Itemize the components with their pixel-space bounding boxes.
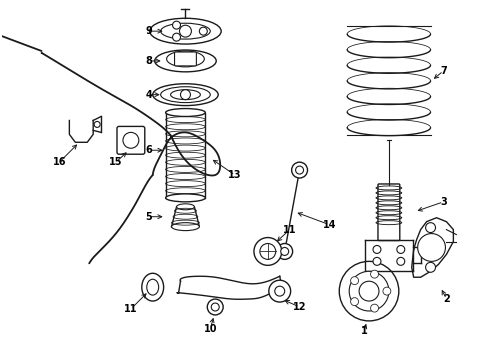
FancyBboxPatch shape bbox=[117, 126, 145, 154]
Text: 6: 6 bbox=[146, 145, 152, 155]
Circle shape bbox=[370, 304, 378, 312]
Ellipse shape bbox=[254, 238, 282, 265]
Ellipse shape bbox=[166, 194, 205, 202]
Circle shape bbox=[179, 25, 192, 37]
Circle shape bbox=[351, 277, 359, 285]
Circle shape bbox=[269, 280, 291, 302]
Ellipse shape bbox=[161, 87, 210, 103]
Ellipse shape bbox=[147, 279, 159, 295]
Circle shape bbox=[351, 298, 359, 306]
Ellipse shape bbox=[176, 204, 195, 210]
Circle shape bbox=[397, 246, 405, 253]
Ellipse shape bbox=[150, 18, 221, 44]
Circle shape bbox=[370, 270, 378, 278]
Circle shape bbox=[94, 121, 100, 127]
Ellipse shape bbox=[171, 90, 200, 100]
Text: 3: 3 bbox=[440, 197, 447, 207]
Ellipse shape bbox=[166, 109, 205, 117]
Circle shape bbox=[275, 286, 285, 296]
Text: 5: 5 bbox=[146, 212, 152, 222]
Circle shape bbox=[207, 299, 223, 315]
Circle shape bbox=[292, 162, 308, 178]
Text: 4: 4 bbox=[146, 90, 152, 100]
Text: 11: 11 bbox=[124, 304, 138, 314]
Circle shape bbox=[383, 287, 391, 295]
Ellipse shape bbox=[167, 51, 204, 67]
Text: 9: 9 bbox=[146, 26, 152, 36]
Circle shape bbox=[373, 257, 381, 265]
Ellipse shape bbox=[161, 23, 210, 39]
Ellipse shape bbox=[153, 84, 218, 105]
Text: 13: 13 bbox=[228, 170, 242, 180]
Text: 8: 8 bbox=[146, 56, 152, 66]
Ellipse shape bbox=[142, 273, 164, 301]
Text: 16: 16 bbox=[53, 157, 66, 167]
Circle shape bbox=[426, 262, 436, 272]
Circle shape bbox=[359, 281, 379, 301]
Circle shape bbox=[373, 246, 381, 253]
FancyBboxPatch shape bbox=[378, 184, 400, 240]
Text: 7: 7 bbox=[440, 66, 447, 76]
Circle shape bbox=[426, 223, 436, 233]
Text: 2: 2 bbox=[443, 294, 450, 304]
Text: 12: 12 bbox=[293, 302, 306, 312]
Ellipse shape bbox=[260, 243, 276, 260]
Circle shape bbox=[339, 261, 399, 321]
Circle shape bbox=[281, 247, 289, 255]
Circle shape bbox=[397, 257, 405, 265]
Circle shape bbox=[172, 33, 180, 41]
FancyBboxPatch shape bbox=[174, 52, 196, 66]
Circle shape bbox=[417, 234, 445, 261]
Circle shape bbox=[277, 243, 293, 260]
Circle shape bbox=[211, 303, 219, 311]
Text: 15: 15 bbox=[109, 157, 123, 167]
Text: 10: 10 bbox=[203, 324, 217, 334]
Circle shape bbox=[349, 271, 389, 311]
Circle shape bbox=[123, 132, 139, 148]
Ellipse shape bbox=[155, 50, 216, 72]
Circle shape bbox=[172, 21, 180, 29]
Circle shape bbox=[295, 166, 303, 174]
Text: 1: 1 bbox=[361, 326, 368, 336]
Ellipse shape bbox=[172, 223, 199, 231]
Circle shape bbox=[180, 90, 191, 100]
Text: 11: 11 bbox=[283, 225, 296, 235]
Circle shape bbox=[199, 27, 207, 35]
Text: 14: 14 bbox=[322, 220, 336, 230]
